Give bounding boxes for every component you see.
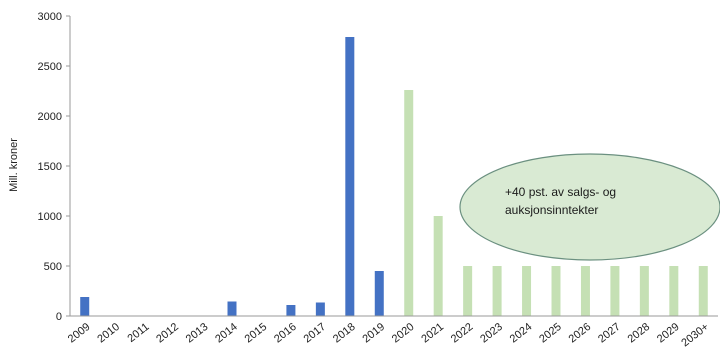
x-tick-label: 2011 [125,321,151,345]
x-tick-label: 2012 [154,321,181,346]
bar-projected-2030+ [698,266,708,316]
bars [80,37,708,316]
x-tick-label: 2026 [567,321,594,346]
bar-projected-2024 [522,266,532,316]
y-tick-label: 1500 [38,161,62,173]
annotation-line-1: +40 pst. av salgs- og [505,185,616,199]
bar-historical-2017 [315,302,325,316]
x-tick-label: 2028 [626,321,653,346]
annotation-line-2: auksjonsinntekter [505,203,598,217]
bar-historical-2014 [227,301,237,316]
x-tick-label: 2017 [302,321,329,346]
annotation-ellipse [459,153,720,261]
x-tick-label: 2025 [537,321,564,346]
x-tick-label: 2015 [243,321,270,346]
bar-projected-2023 [492,266,502,316]
x-tick-label: 2023 [478,321,505,346]
bar-projected-2021 [433,216,443,316]
y-tick-label: 2500 [38,61,62,73]
y-tick-label: 0 [56,311,62,323]
y-tick-label: 3000 [38,11,62,23]
x-tick-label: 2020 [390,321,417,346]
bar-projected-2022 [463,266,473,316]
x-tick-label: 2014 [213,321,240,346]
bar-historical-2018 [345,37,355,316]
annotation: +40 pst. av salgs- og auksjonsinntekter [459,153,720,261]
x-tick-label: 2018 [331,321,358,346]
bar-projected-2029 [669,266,679,316]
bar-projected-2028 [639,266,649,316]
x-tick-label: 2029 [655,321,682,346]
x-tick-label: 2022 [449,321,476,346]
bar-historical-2019 [374,271,384,316]
x-tick-label: 2010 [95,321,122,346]
bar-historical-2009 [80,297,90,316]
bar-projected-2026 [580,266,590,316]
x-tick-label: 2019 [360,321,387,346]
x-tick-label: 2021 [419,321,446,346]
bar-projected-2020 [404,90,414,316]
x-axis: 2009 2010 2011 2012 2013 2014 2015 2016 2017 2018… [66,315,718,349]
bar-historical-2016 [286,305,296,316]
bar-projected-2027 [610,266,620,316]
y-axis-label: Mill. kroner [8,138,20,192]
y-tick-label: 500 [44,261,62,273]
x-tick-label: 2009 [66,321,93,346]
y-axis: 0 500 1000 1500 2000 2500 3000 [38,11,71,323]
x-tick-label: 2027 [596,321,623,346]
x-tick-label: 2024 [508,321,535,346]
x-tick-label: 2030+ [679,321,711,349]
x-tick-label: 2013 [184,321,211,346]
x-tick-label: 2016 [272,321,299,346]
y-tick-label: 1000 [38,211,62,223]
y-tick-label: 2000 [38,111,62,123]
bar-projected-2025 [551,266,561,316]
